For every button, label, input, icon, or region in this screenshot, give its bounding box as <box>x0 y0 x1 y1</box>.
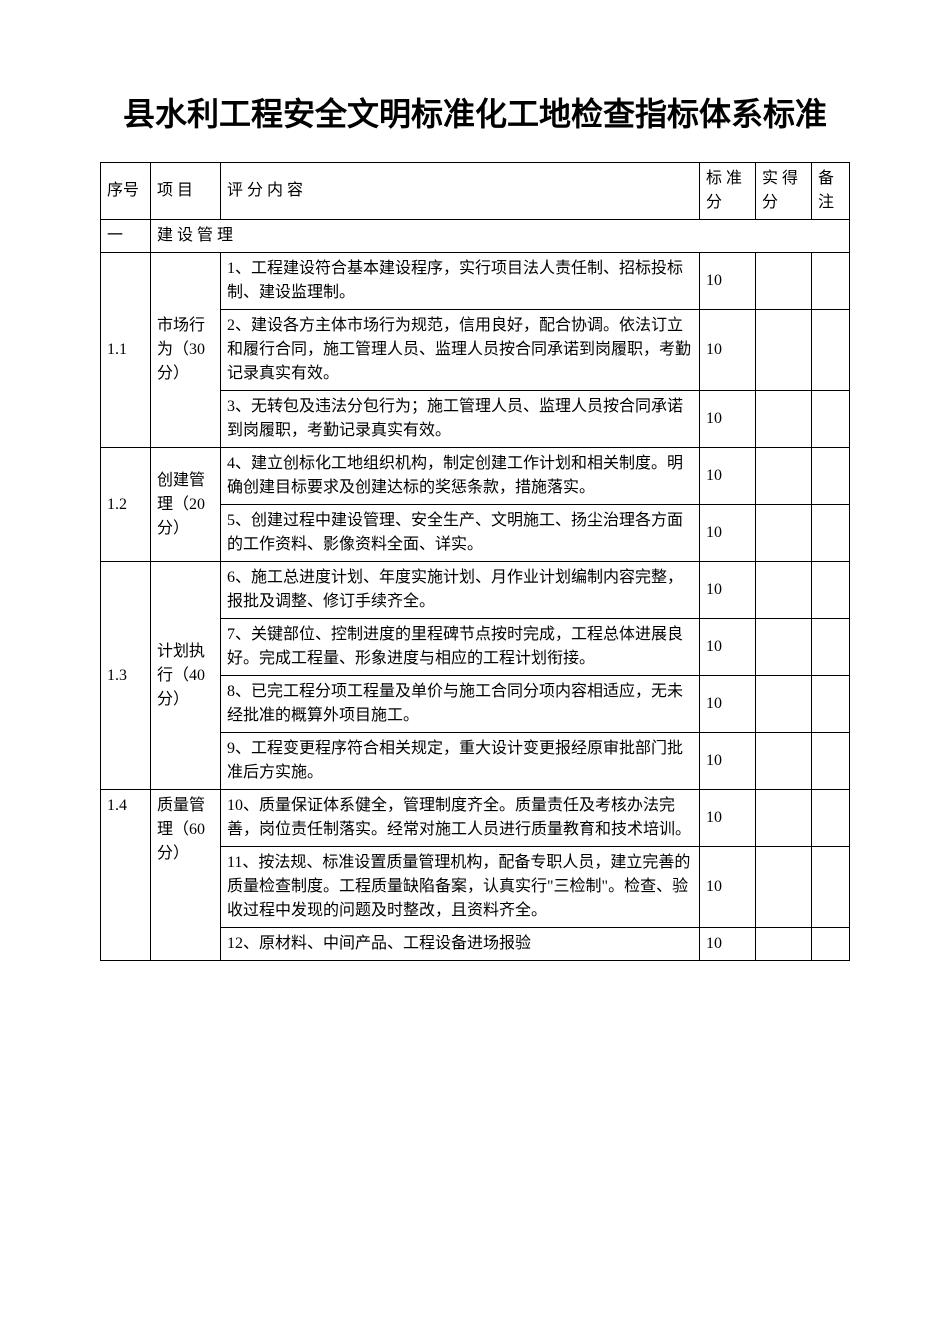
header-std: 标 准分 <box>700 163 756 220</box>
document-title: 县水利工程安全文明标准化工地检查指标体系标准 <box>100 90 850 138</box>
std-score: 10 <box>700 310 756 391</box>
note-cell <box>812 310 850 391</box>
actual-score <box>756 310 812 391</box>
note-cell <box>812 733 850 790</box>
criteria-text: 5、创建过程中建设管理、安全生产、文明施工、扬尘治理各方面的工作资料、影像资料全… <box>221 505 700 562</box>
note-cell <box>812 676 850 733</box>
row-item: 质量管理（60 分） <box>151 790 221 961</box>
actual-score <box>756 928 812 961</box>
table-row: 1.2 创建管理（20 分） 4、建立创标化工地组织机构，制定创建工作计划和相关… <box>101 448 850 505</box>
std-score: 10 <box>700 253 756 310</box>
actual-score <box>756 562 812 619</box>
note-cell <box>812 847 850 928</box>
std-score: 10 <box>700 619 756 676</box>
table-row: 1.1 市场行为（30 分） 1、工程建设符合基本建设程序，实行项目法人责任制、… <box>101 253 850 310</box>
criteria-text: 12、原材料、中间产品、工程设备进场报验 <box>221 928 700 961</box>
criteria-text: 10、质量保证体系健全，管理制度齐全。质量责任及考核办法完善，岗位责任制落实。经… <box>221 790 700 847</box>
note-cell <box>812 928 850 961</box>
table-row: 1.3 计划执行（40 分） 6、施工总进度计划、年度实施计划、月作业计划编制内… <box>101 562 850 619</box>
note-cell <box>812 391 850 448</box>
criteria-text: 9、工程变更程序符合相关规定，重大设计变更报经原审批部门批准后方实施。 <box>221 733 700 790</box>
criteria-text: 3、无转包及违法分包行为；施工管理人员、监理人员按合同承诺到岗履职，考勤记录真实… <box>221 391 700 448</box>
criteria-text: 4、建立创标化工地组织机构，制定创建工作计划和相关制度。明确创建目标要求及创建达… <box>221 448 700 505</box>
criteria-text: 2、建设各方主体市场行为规范，信用良好，配合协调。依法订立和履行合同，施工管理人… <box>221 310 700 391</box>
actual-score <box>756 733 812 790</box>
document-page: 县水利工程安全文明标准化工地检查指标体系标准 序号 项 目 评 分 内 容 标 … <box>0 0 950 1001</box>
std-score: 10 <box>700 790 756 847</box>
header-note: 备注 <box>812 163 850 220</box>
std-score: 10 <box>700 928 756 961</box>
row-num: 1.3 <box>101 562 151 790</box>
section-row: 一 建 设 管 理 <box>101 220 850 253</box>
row-num: 1.1 <box>101 253 151 448</box>
row-item: 市场行为（30 分） <box>151 253 221 448</box>
row-num: 1.2 <box>101 448 151 562</box>
actual-score <box>756 619 812 676</box>
std-score: 10 <box>700 676 756 733</box>
row-item: 计划执行（40 分） <box>151 562 221 790</box>
actual-score <box>756 253 812 310</box>
header-act: 实 得分 <box>756 163 812 220</box>
section-num: 一 <box>101 220 151 253</box>
std-score: 10 <box>700 847 756 928</box>
header-item: 项 目 <box>151 163 221 220</box>
note-cell <box>812 619 850 676</box>
actual-score <box>756 676 812 733</box>
header-seq: 序号 <box>101 163 151 220</box>
note-cell <box>812 790 850 847</box>
actual-score <box>756 847 812 928</box>
row-num: 1.4 <box>101 790 151 961</box>
table-row: 1.4 质量管理（60 分） 10、质量保证体系健全，管理制度齐全。质量责任及考… <box>101 790 850 847</box>
actual-score <box>756 790 812 847</box>
note-cell <box>812 448 850 505</box>
criteria-text: 7、关键部位、控制进度的里程碑节点按时完成，工程总体进展良好。完成工程量、形象进… <box>221 619 700 676</box>
std-score: 10 <box>700 391 756 448</box>
header-content: 评 分 内 容 <box>221 163 700 220</box>
std-score: 10 <box>700 448 756 505</box>
inspection-table: 序号 项 目 评 分 内 容 标 准分 实 得分 备注 一 建 设 管 理 1.… <box>100 162 850 961</box>
actual-score <box>756 391 812 448</box>
criteria-text: 6、施工总进度计划、年度实施计划、月作业计划编制内容完整，报批及调整、修订手续齐… <box>221 562 700 619</box>
std-score: 10 <box>700 562 756 619</box>
criteria-text: 11、按法规、标准设置质量管理机构，配备专职人员，建立完善的质量检查制度。工程质… <box>221 847 700 928</box>
note-cell <box>812 505 850 562</box>
criteria-text: 1、工程建设符合基本建设程序，实行项目法人责任制、招标投标制、建设监理制。 <box>221 253 700 310</box>
note-cell <box>812 562 850 619</box>
note-cell <box>812 253 850 310</box>
table-header-row: 序号 项 目 评 分 内 容 标 准分 实 得分 备注 <box>101 163 850 220</box>
std-score: 10 <box>700 733 756 790</box>
std-score: 10 <box>700 505 756 562</box>
actual-score <box>756 448 812 505</box>
criteria-text: 8、已完工程分项工程量及单价与施工合同分项内容相适应，无未经批准的概算外项目施工… <box>221 676 700 733</box>
actual-score <box>756 505 812 562</box>
section-label: 建 设 管 理 <box>151 220 850 253</box>
row-item: 创建管理（20 分） <box>151 448 221 562</box>
